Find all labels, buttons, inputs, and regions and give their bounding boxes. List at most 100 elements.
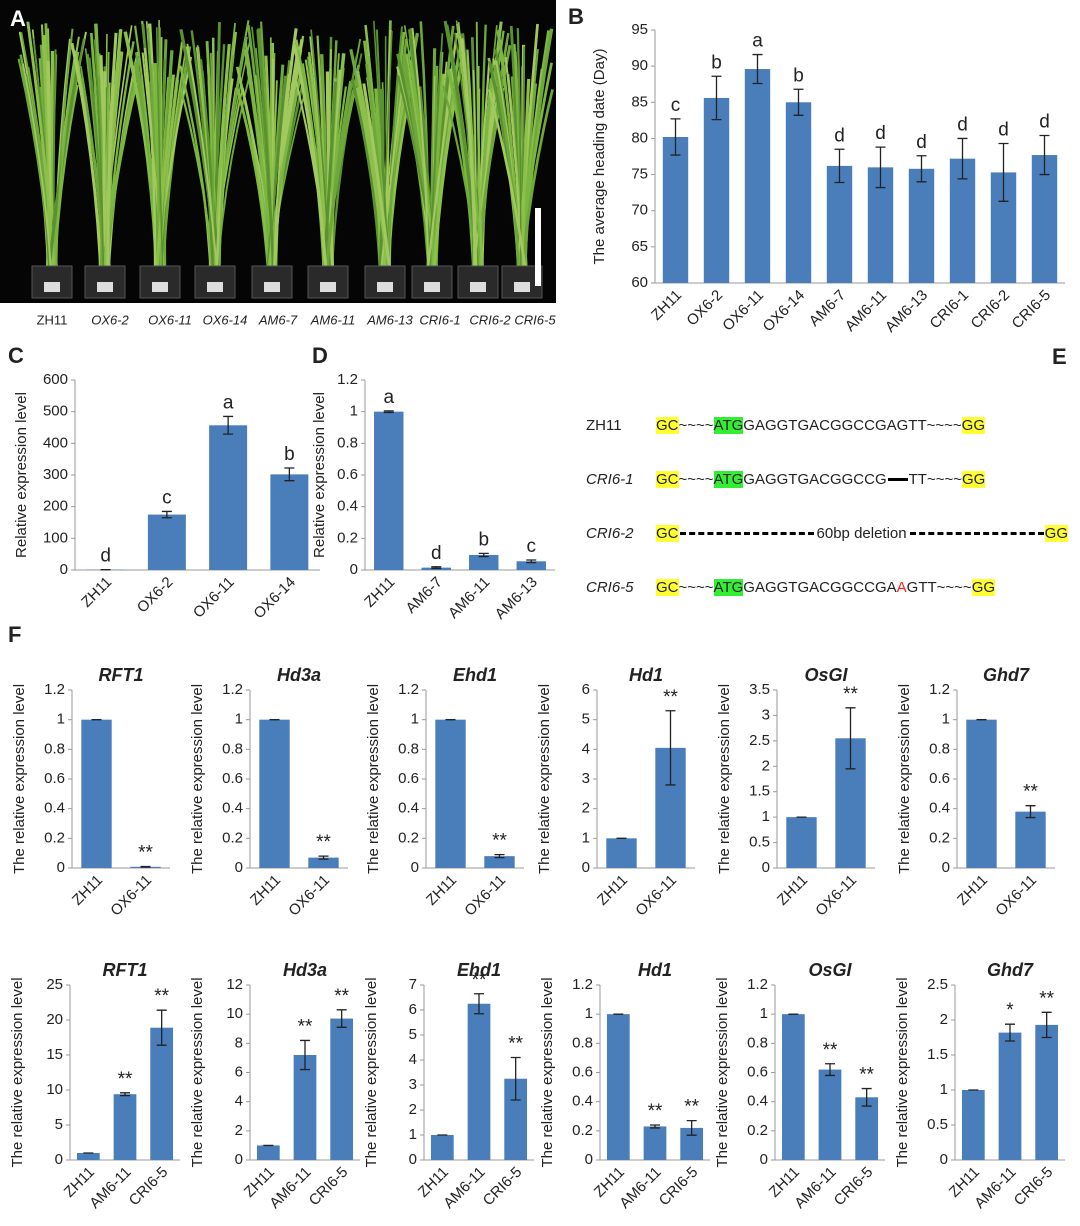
leaf xyxy=(427,68,456,269)
photo-label: OX6-14 xyxy=(203,312,248,327)
error-bar xyxy=(957,137,968,180)
x-tick-label: ZH11 xyxy=(423,872,460,909)
y-tick-label: 0 xyxy=(942,859,950,876)
leaf xyxy=(179,69,213,269)
x-tick-label: ZH11 xyxy=(78,574,115,611)
x-tick-label: AM6-11 xyxy=(440,1164,488,1212)
deletion xyxy=(909,531,1044,535)
leaf xyxy=(106,84,115,269)
pot-tag xyxy=(377,282,393,292)
chart-title: OsGI xyxy=(804,665,848,685)
sequence-segment: GG xyxy=(1044,524,1068,542)
sequence-segment: GAGGTGACGGCCGAGTT xyxy=(743,416,927,434)
y-tick-label: 1 xyxy=(582,829,590,846)
y-tick-label: 3 xyxy=(582,770,590,787)
error-bar xyxy=(875,146,886,189)
y-axis-label: The relative expression level xyxy=(896,684,913,874)
chart-title: Hd1 xyxy=(638,960,672,980)
significance-label: d xyxy=(1039,112,1050,133)
photo-label: AM6-7 xyxy=(258,312,298,327)
error-bar xyxy=(156,1009,167,1046)
y-tick-label: 1.2 xyxy=(929,681,950,698)
bar xyxy=(643,1126,667,1160)
y-tick-label: 0 xyxy=(409,1151,417,1168)
y-tick-label: 400 xyxy=(43,434,68,451)
bar xyxy=(430,1135,454,1160)
bar xyxy=(504,1078,528,1160)
x-tick-label: AM6-11 xyxy=(842,287,890,335)
bar xyxy=(209,425,248,570)
pot-tag xyxy=(514,282,530,292)
sequence: GC 60bp deletion GG xyxy=(656,524,1068,542)
y-tick-label: 0.6 xyxy=(337,466,358,483)
error-bar xyxy=(478,552,489,558)
x-tick-label: CRI6-2 xyxy=(968,287,1014,333)
y-tick-label: 0.4 xyxy=(929,800,950,817)
y-tick-label: 0.2 xyxy=(747,1122,768,1139)
y-tick-label: 0.5 xyxy=(749,834,770,851)
error-bar xyxy=(1025,805,1036,819)
chart-title: OsGI xyxy=(808,960,852,980)
y-tick-label: 0.6 xyxy=(222,770,243,787)
x-tick-label: OX6-14 xyxy=(760,287,809,336)
y-tick-label: 75 xyxy=(631,166,648,183)
panel-label: B xyxy=(568,4,584,29)
bar xyxy=(908,168,935,283)
bar xyxy=(662,136,689,283)
leaf xyxy=(487,89,527,269)
y-axis-label: The relative expression level xyxy=(536,684,553,874)
panel-label: A xyxy=(10,6,26,31)
bar xyxy=(469,554,499,570)
error-bar xyxy=(998,142,1009,202)
error-bar xyxy=(284,467,295,482)
significance-label: ** xyxy=(472,970,487,991)
significance-label: a xyxy=(223,392,234,413)
x-tick-label: AM6-13 xyxy=(882,287,931,336)
x-tick-label: OX6-11 xyxy=(285,872,333,920)
significance-label: ** xyxy=(492,831,507,852)
bar xyxy=(1035,1024,1059,1160)
bar xyxy=(966,719,997,868)
significance-label: d xyxy=(916,132,927,153)
significance-label: ** xyxy=(648,1101,663,1122)
y-tick-label: 0.8 xyxy=(337,434,358,451)
x-tick-label: AM6-11 xyxy=(86,1164,134,1212)
sequence-name: CRI6-2 xyxy=(586,524,634,542)
x-tick-label: CRI6-1 xyxy=(927,287,973,333)
y-tick-label: 4 xyxy=(235,1093,243,1110)
y-axis-label: The relative expression level xyxy=(714,977,731,1167)
y-tick-label: 90 xyxy=(631,57,648,74)
leaf xyxy=(408,71,435,269)
sequence-segment: ATG xyxy=(713,416,744,434)
x-tick-label: AM6-7 xyxy=(403,574,446,617)
y-tick-label: 1.2 xyxy=(398,681,419,698)
error-bar xyxy=(752,53,763,85)
x-tick-label: AM6-11 xyxy=(445,574,493,622)
y-tick-label: 1.5 xyxy=(749,783,770,800)
sequence-segment: ~~~~ xyxy=(926,470,962,488)
y-tick-label: 0.8 xyxy=(572,1034,593,1051)
y-tick-label: 5 xyxy=(582,711,590,728)
y-tick-label: 0 xyxy=(57,859,65,876)
significance-label: d xyxy=(875,123,886,144)
sequence-segment: GG xyxy=(962,470,986,488)
bar xyxy=(467,1003,491,1160)
y-tick-label: 2 xyxy=(940,1011,948,1028)
bar xyxy=(961,1090,985,1160)
y-axis-label: The average heading date (Day) xyxy=(591,49,608,265)
y-tick-label: 10 xyxy=(46,1081,63,1098)
x-tick-label: ZH11 xyxy=(774,872,811,909)
pot-tag xyxy=(264,282,280,292)
y-tick-label: 8 xyxy=(235,1034,243,1051)
y-tick-label: 20 xyxy=(46,1011,63,1028)
leaf xyxy=(54,57,77,269)
panel-label: F xyxy=(8,622,21,647)
y-tick-label: 0.2 xyxy=(398,829,419,846)
photo-label: AM6-11 xyxy=(310,312,356,327)
photo-label: CRI6-2 xyxy=(469,312,511,327)
leaf xyxy=(356,70,390,269)
x-tick-label: AM6-11 xyxy=(266,1164,314,1212)
error-bar xyxy=(120,1092,130,1097)
y-tick-label: 1 xyxy=(585,1005,593,1022)
